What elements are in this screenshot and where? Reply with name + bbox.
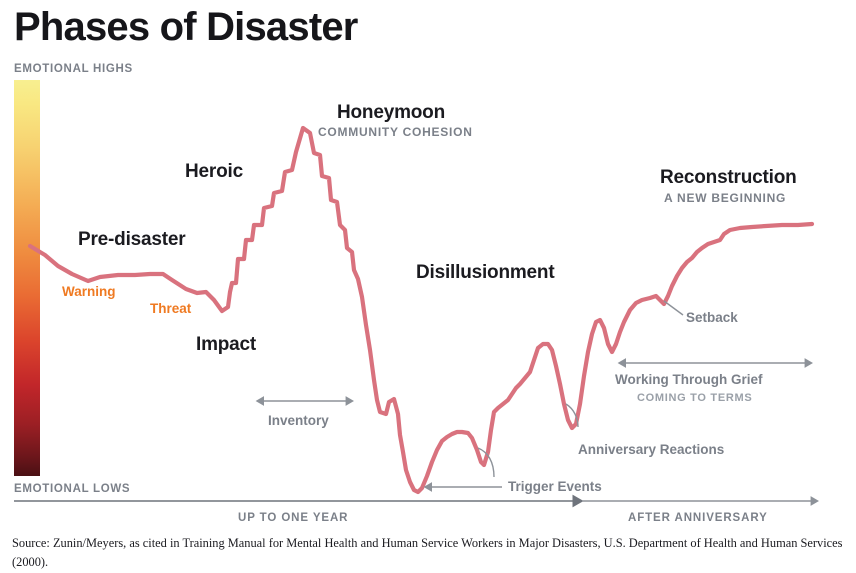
annotation-setback: Setback: [686, 310, 738, 325]
trigger-events-leader-curve: [477, 447, 495, 478]
phase-label-reconstruction: Reconstruction: [660, 167, 797, 188]
annotation-working-through-grief: Working Through Grief: [615, 372, 763, 387]
phase-sublabel-community-cohesion: COMMUNITY COHESION: [318, 125, 473, 139]
phase-sublabel-a-new-beginning: A NEW BEGINNING: [664, 191, 787, 205]
phase-label-pre-disaster: Pre-disaster: [78, 229, 186, 250]
annotation-anniversary-reactions: Anniversary Reactions: [578, 442, 725, 457]
axis-label-emotional-highs: EMOTIONAL HIGHS: [14, 63, 133, 75]
anniversary-reactions-leader-line: [565, 403, 579, 428]
axis-label-emotional-lows: EMOTIONAL LOWS: [14, 483, 131, 495]
minor-label-threat: Threat: [150, 301, 192, 316]
phase-label-disillusionment: Disillusionment: [416, 262, 555, 283]
phase-label-impact: Impact: [196, 334, 257, 355]
annotation-trigger-events: Trigger Events: [508, 479, 602, 494]
time-axis-label-up-to-one-year: UP TO ONE YEAR: [238, 512, 349, 524]
minor-label-warning: Warning: [62, 284, 116, 299]
time-axis-label-after-anniversary: AFTER ANNIVERSARY: [628, 512, 768, 524]
annotation-sublabel-coming-to-terms: COMING TO TERMS: [637, 392, 753, 404]
phase-label-honeymoon: Honeymoon: [337, 102, 445, 123]
source-citation: Source: Zunin/Meyers, as cited in Traini…: [12, 536, 843, 570]
page-title: Phases of Disaster: [14, 5, 358, 49]
setback-leader-line: [663, 300, 684, 316]
annotation-inventory: Inventory: [268, 413, 329, 428]
phase-label-heroic: Heroic: [185, 161, 243, 182]
emotion-gradient-bar: [14, 80, 40, 476]
